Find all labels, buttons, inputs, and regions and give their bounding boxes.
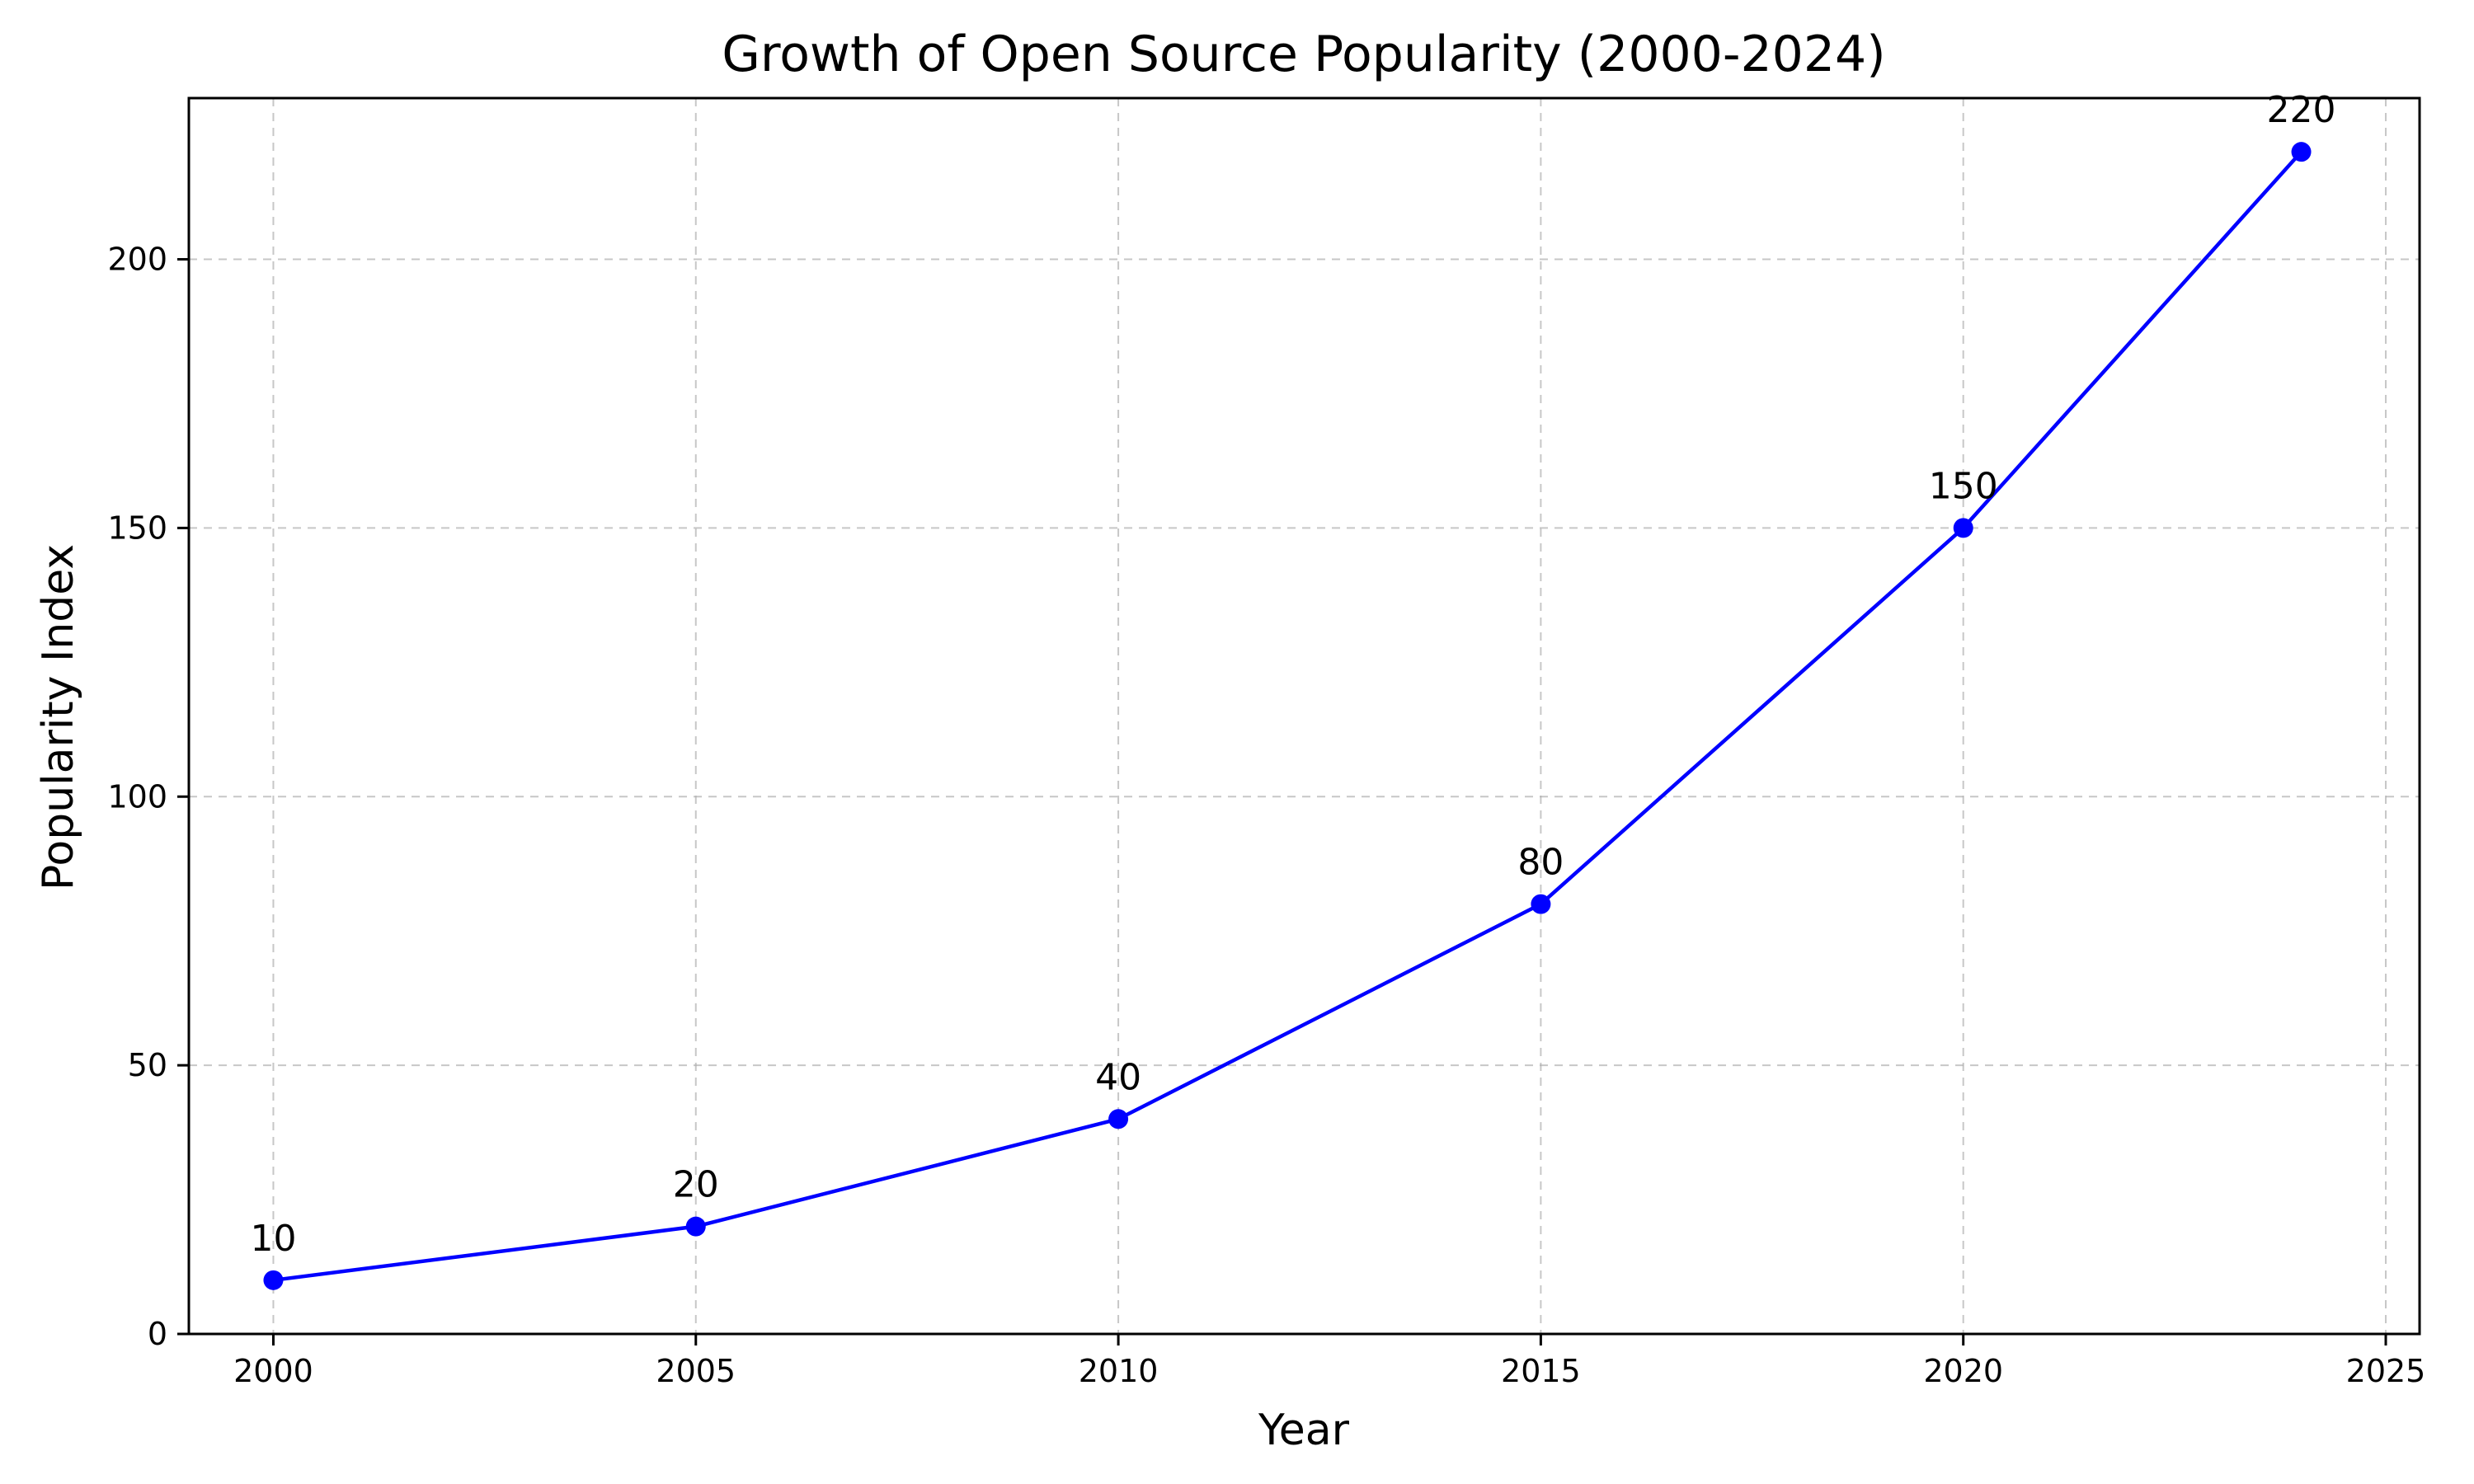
plot-frame bbox=[187, 96, 2421, 1336]
x-tick-label: 2005 bbox=[656, 1353, 736, 1389]
y-tick-label: 150 bbox=[107, 510, 167, 546]
x-tick-label: 2015 bbox=[1501, 1353, 1581, 1389]
chart-title: Growth of Open Source Popularity (2000-2… bbox=[722, 26, 1885, 83]
data-label: 150 bbox=[1929, 465, 1998, 507]
y-axis-label: Popularity Index bbox=[34, 544, 83, 890]
data-point bbox=[1953, 518, 1973, 538]
x-tick-label: 2010 bbox=[1079, 1353, 1159, 1389]
data-label: 40 bbox=[1095, 1056, 1141, 1098]
y-tick-label: 50 bbox=[128, 1047, 167, 1083]
data-label: 10 bbox=[250, 1218, 296, 1260]
series-line bbox=[273, 150, 2303, 1283]
data-label: 20 bbox=[673, 1164, 719, 1206]
x-tick-label: 2020 bbox=[1923, 1353, 2003, 1389]
series-layer: 10 20 40 80 150 220 bbox=[250, 89, 2336, 1290]
x-axis-label: Year bbox=[1258, 1406, 1350, 1455]
x-tick-label: 2025 bbox=[2346, 1353, 2426, 1389]
data-point bbox=[1108, 1109, 1129, 1129]
data-point bbox=[685, 1216, 706, 1237]
y-tick-label: 0 bbox=[148, 1316, 167, 1352]
data-point bbox=[2291, 142, 2312, 162]
data-label: 220 bbox=[2267, 89, 2336, 131]
y-tick-label: 100 bbox=[107, 778, 167, 815]
data-point bbox=[1531, 894, 1551, 914]
y-tick-label: 200 bbox=[107, 242, 167, 278]
data-point bbox=[263, 1270, 284, 1290]
x-tick-label: 2000 bbox=[233, 1353, 313, 1389]
data-label: 80 bbox=[1517, 842, 1564, 884]
